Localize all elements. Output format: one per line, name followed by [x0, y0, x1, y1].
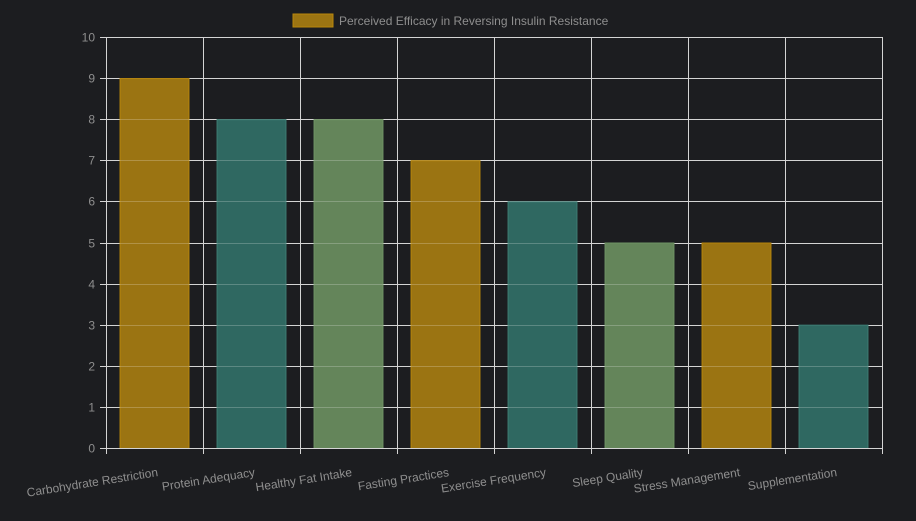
bar[interactable]	[798, 324, 869, 448]
x-tick-label: Stress Management	[633, 465, 742, 496]
legend-label[interactable]: Perceived Efficacy in Reversing Insulin …	[339, 14, 609, 28]
y-tick-label: 9	[88, 72, 95, 86]
y-tick-label: 5	[88, 237, 95, 251]
y-tick-label: 2	[88, 360, 95, 374]
x-tick-label: Carbohydrate Restriction	[26, 465, 159, 500]
bar[interactable]	[701, 242, 772, 449]
y-tick-label: 6	[88, 195, 95, 209]
x-tick-label: Fasting Practices	[357, 465, 450, 493]
bar-border	[798, 324, 869, 448]
bar-border	[701, 242, 772, 448]
bar[interactable]	[119, 78, 190, 448]
y-tick-label: 0	[88, 442, 95, 456]
bar-border	[313, 119, 384, 448]
x-tick-label: Protein Adequacy	[161, 465, 256, 494]
vertical-gridlines	[106, 37, 883, 454]
legend-swatch[interactable]	[292, 13, 334, 28]
y-tick-label: 1	[88, 401, 95, 415]
bar[interactable]	[410, 160, 481, 449]
y-tick-label: 3	[88, 319, 95, 333]
x-tick-label: Healthy Fat Intake	[255, 465, 354, 494]
bars	[119, 78, 869, 449]
y-tick-label: 8	[88, 113, 95, 127]
bar-border	[119, 78, 190, 448]
y-axis-tick-labels: 0 1 2 3 4 5 6 7 8 9 10	[82, 31, 96, 456]
bar-border	[410, 160, 481, 448]
x-tick-label: Supplementation	[747, 465, 838, 493]
bar[interactable]	[216, 119, 287, 448]
x-tick-label: Exercise Frequency	[440, 465, 547, 495]
bar-border	[604, 242, 675, 448]
legend[interactable]: Perceived Efficacy in Reversing Insulin …	[292, 13, 609, 28]
bar-border	[216, 119, 287, 448]
y-tick-label: 10	[82, 31, 96, 45]
bar[interactable]	[604, 242, 675, 449]
bar[interactable]	[507, 201, 578, 448]
y-tick-label: 4	[88, 278, 95, 292]
bar[interactable]	[313, 119, 384, 448]
x-axis-tick-labels: Carbohydrate Restriction Protein Adequacy…	[26, 465, 838, 500]
y-tick-label: 7	[88, 154, 95, 168]
bar-border	[507, 201, 578, 448]
